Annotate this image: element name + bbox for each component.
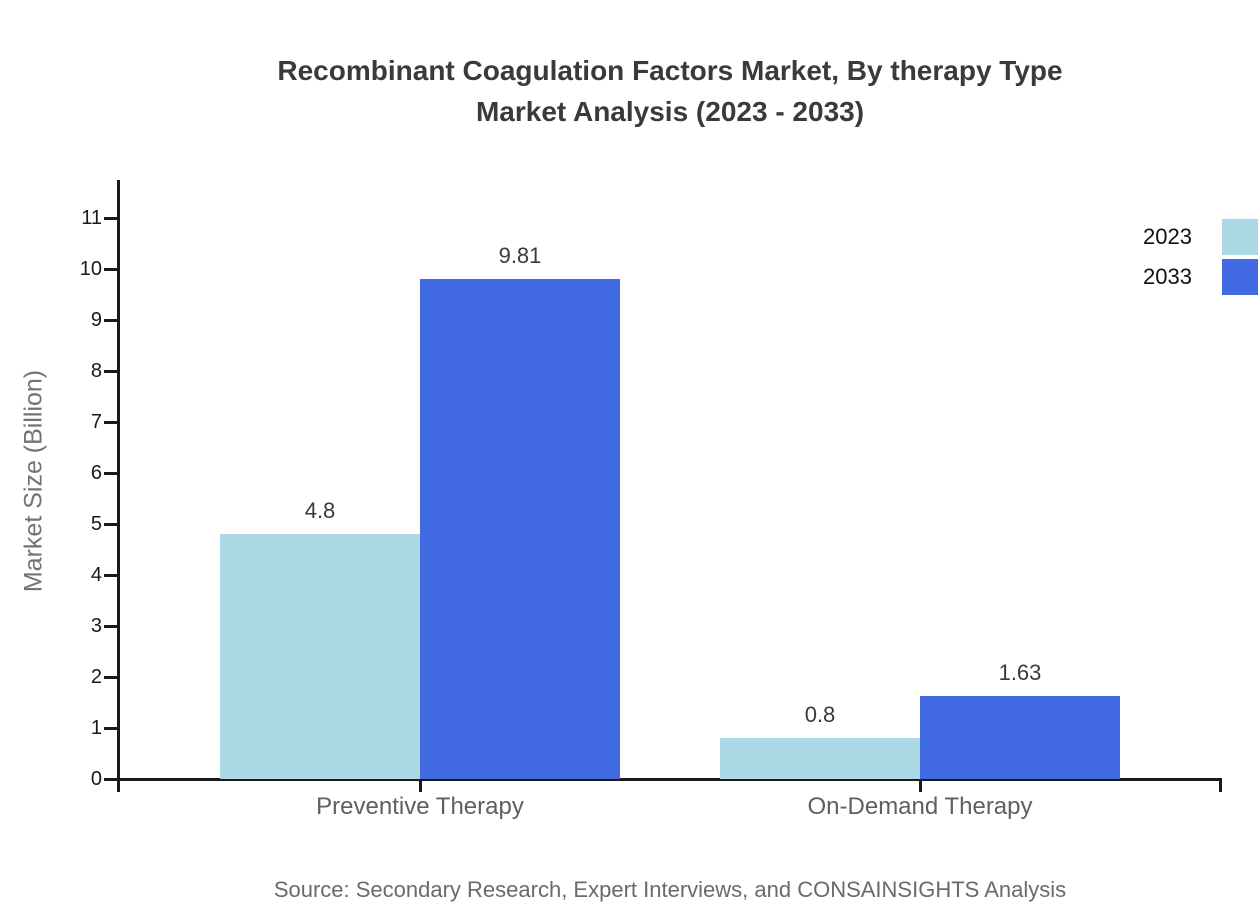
- y-tick: [104, 574, 117, 577]
- y-tick: [104, 421, 117, 424]
- legend-swatch-2033: [1222, 259, 1258, 295]
- y-tick: [104, 319, 117, 322]
- legend-swatch-2023: [1222, 219, 1258, 255]
- y-tick-label: 10: [79, 258, 102, 280]
- bar-2023-preventive-therapy: [220, 534, 420, 779]
- y-tick: [104, 370, 117, 373]
- source-note: Source: Secondary Research, Expert Inter…: [273, 877, 1067, 902]
- y-tick: [104, 268, 117, 271]
- y-tick-label: 2: [90, 666, 102, 688]
- legend-label-2033: 2033: [1143, 264, 1192, 289]
- chart-title-line2: Market Analysis (2023 - 2033): [475, 96, 865, 127]
- x-category-label-on-demand-therapy: On-Demand Therapy: [807, 793, 1033, 820]
- y-tick: [104, 676, 117, 679]
- bar-2023-on-demand-therapy: [720, 738, 920, 779]
- bar-value-label-2023-on-demand-therapy: 0.8: [804, 702, 836, 727]
- y-tick-label: 1: [90, 717, 102, 739]
- y-tick-label: 8: [90, 360, 102, 382]
- bar-value-label-2033-on-demand-therapy: 1.63: [998, 660, 1042, 685]
- y-tick-label: 9: [90, 309, 102, 331]
- legend-label-2023: 2023: [1143, 224, 1192, 249]
- x-axis-end-tick: [1219, 779, 1222, 792]
- y-axis-line: [117, 180, 120, 792]
- legend-item-2023: 2023: [1143, 219, 1258, 255]
- legend-item-2033: 2033: [1143, 259, 1258, 295]
- y-tick: [104, 727, 117, 730]
- y-tick: [104, 778, 117, 781]
- bar-value-label-2023-preventive-therapy: 4.8: [304, 498, 336, 523]
- y-tick-label: 7: [90, 411, 102, 433]
- legend: 2023 2033: [1143, 219, 1258, 299]
- y-tick-label: 11: [81, 207, 102, 229]
- x-category-label-preventive-therapy: Preventive Therapy: [316, 793, 524, 820]
- y-tick: [104, 523, 117, 526]
- bar-2033-preventive-therapy: [420, 279, 620, 779]
- chart-title: Recombinant Coagulation Factors Market, …: [80, 50, 1260, 132]
- bar-2033-on-demand-therapy: [920, 696, 1120, 779]
- x-tick: [919, 779, 922, 792]
- y-tick-label: 6: [90, 462, 102, 484]
- y-tick: [104, 625, 117, 628]
- y-tick-label: 4: [90, 564, 102, 586]
- x-axis-line: [104, 778, 1222, 781]
- y-tick-label: 5: [90, 513, 102, 535]
- bar-value-label-2033-preventive-therapy: 9.81: [498, 243, 542, 268]
- y-tick: [104, 217, 117, 220]
- x-tick: [419, 779, 422, 792]
- chart-title-line1: Recombinant Coagulation Factors Market, …: [277, 55, 1063, 86]
- y-tick-label: 3: [90, 615, 102, 637]
- y-tick-label: 0: [90, 768, 102, 790]
- y-tick: [104, 472, 117, 475]
